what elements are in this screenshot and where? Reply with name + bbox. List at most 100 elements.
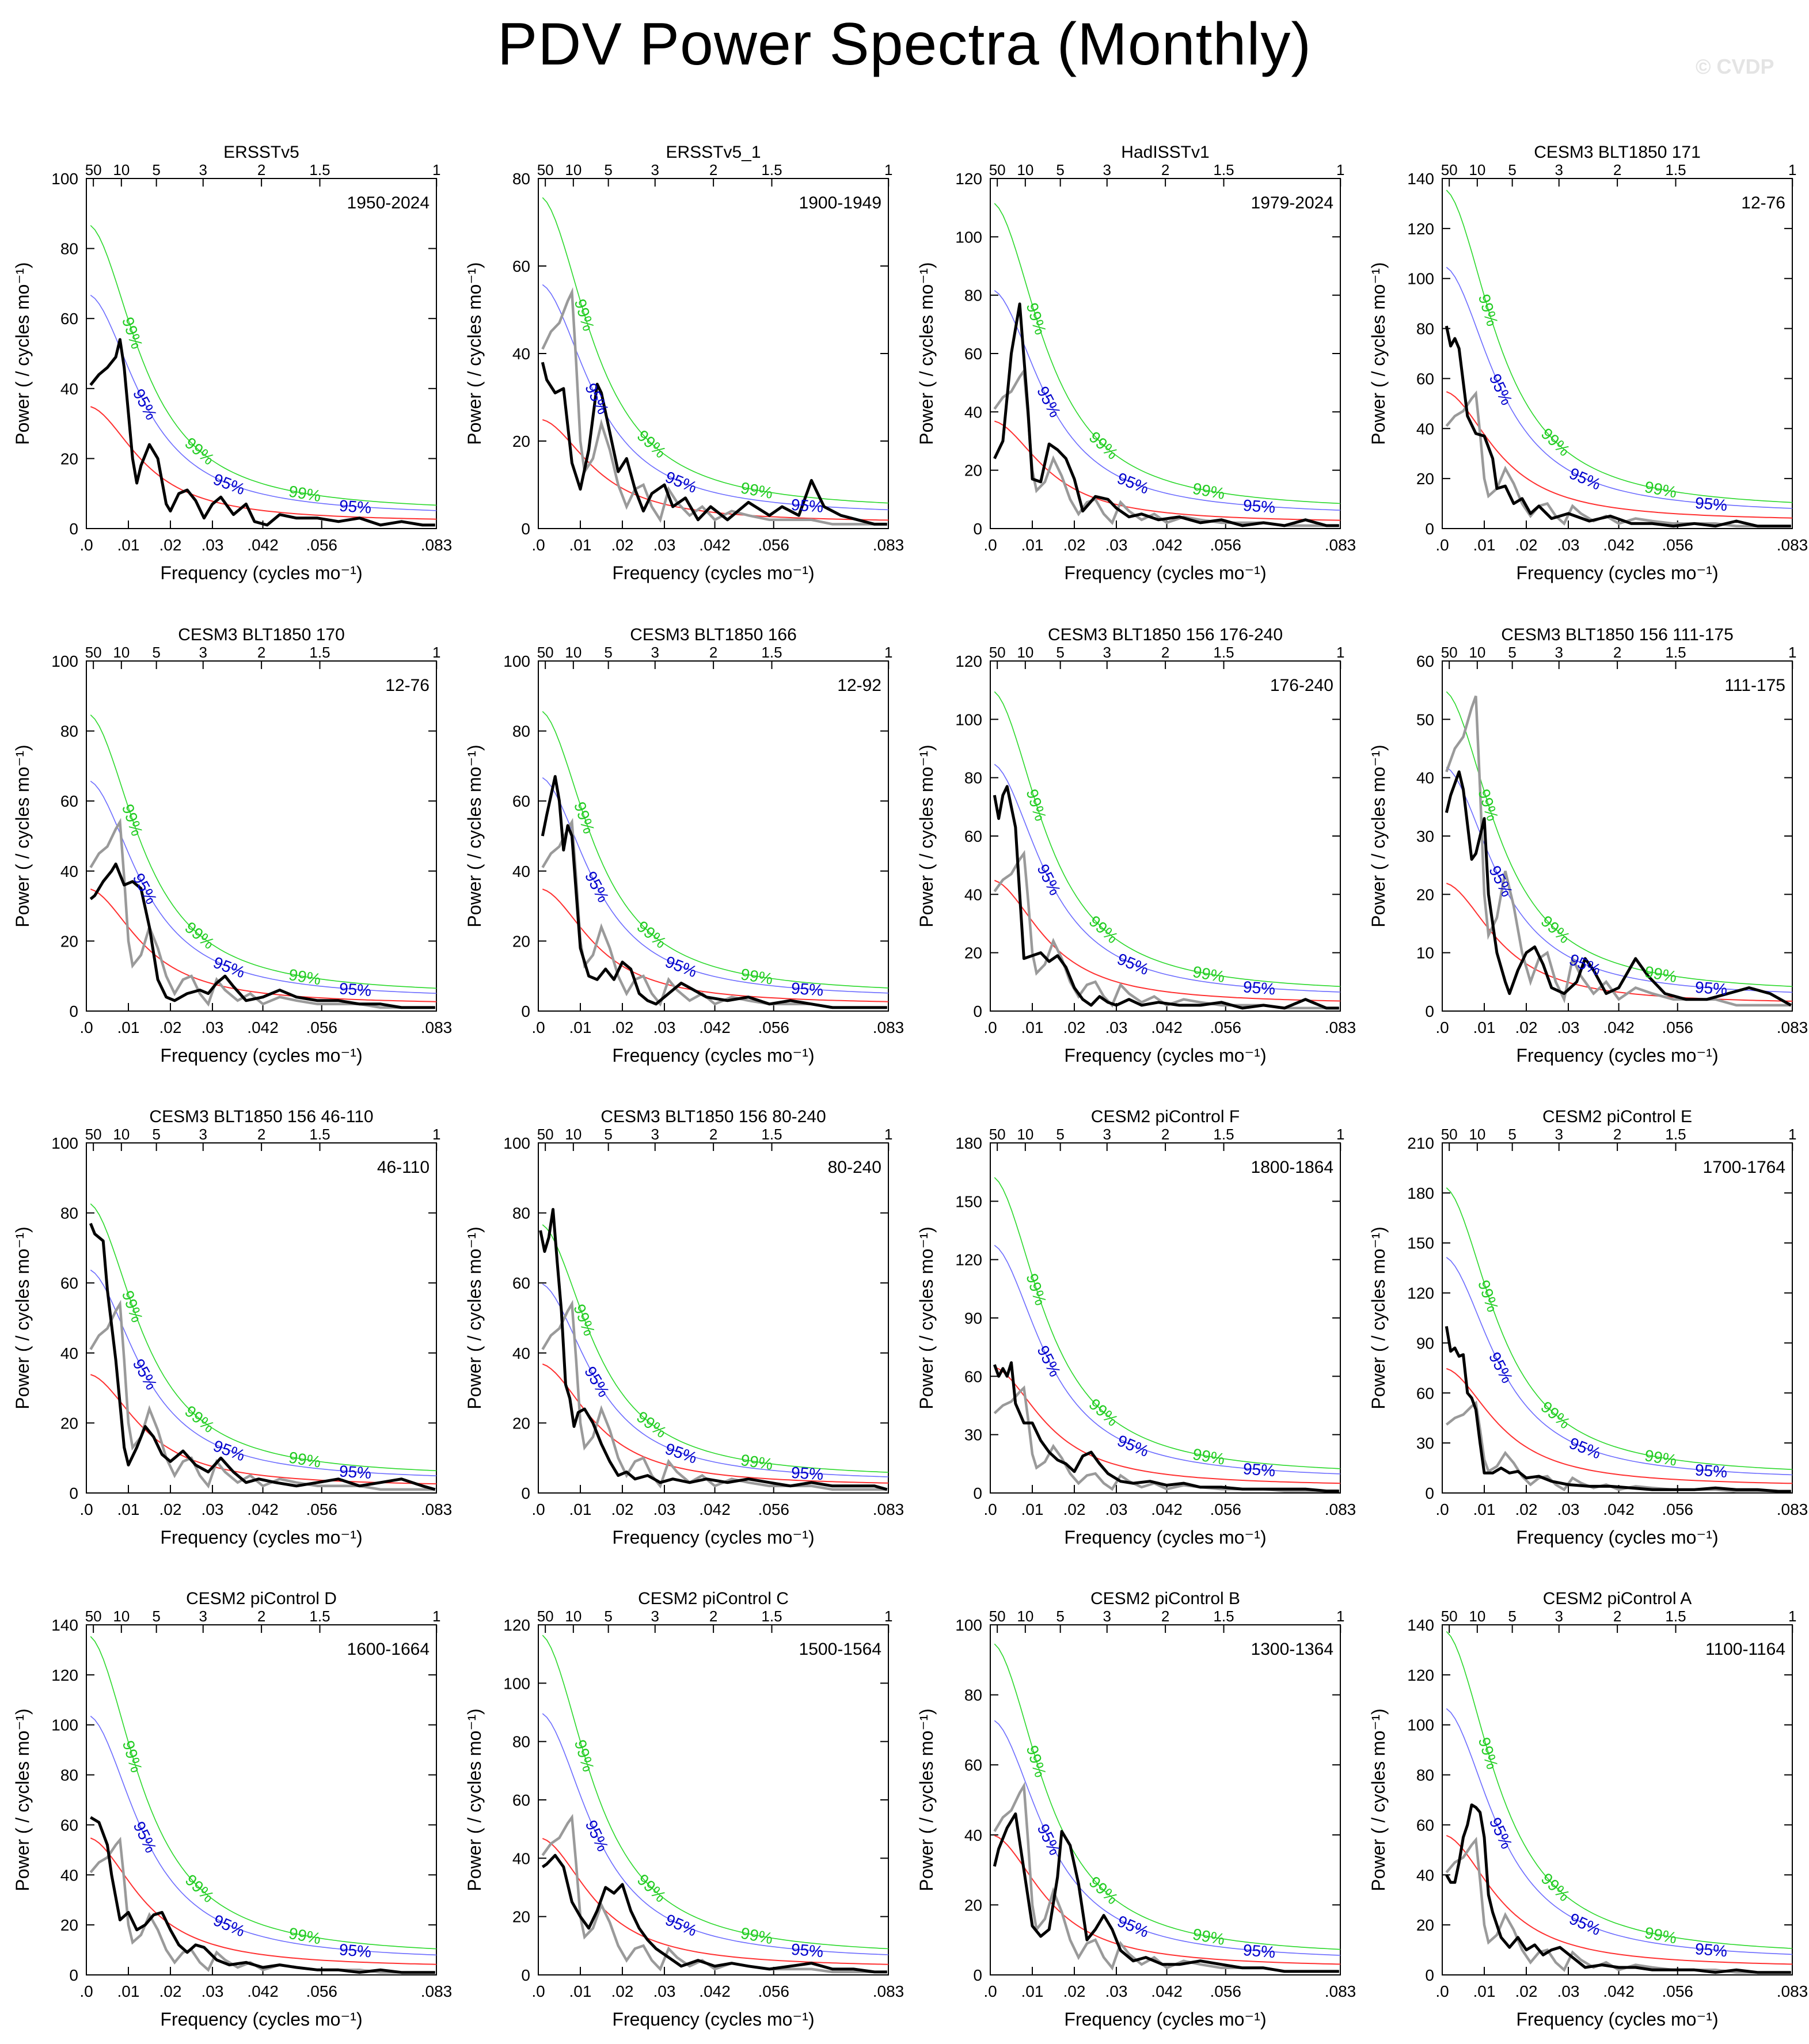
ci99-curve bbox=[994, 203, 1340, 504]
y-tick-label: 0 bbox=[69, 1002, 78, 1020]
y-tick-label: 40 bbox=[964, 886, 982, 903]
x-axis-label: Frequency (cycles mo⁻¹) bbox=[1064, 1527, 1266, 1548]
ci95-curve bbox=[994, 290, 1340, 511]
period-tick-label: 50 bbox=[1441, 644, 1458, 661]
x-tick-label: .042 bbox=[247, 1982, 279, 2000]
ci95-label: 95% bbox=[211, 470, 247, 498]
period-tick-label: 50 bbox=[85, 1608, 102, 1625]
spectrum-line bbox=[1445, 770, 1792, 1007]
y-tick-label: 20 bbox=[964, 944, 982, 962]
ci99-label: 99% bbox=[1475, 292, 1502, 328]
ci95-label: 95% bbox=[1033, 1343, 1064, 1380]
period-tick-label: 50 bbox=[989, 644, 1006, 661]
ci99-label: 99% bbox=[119, 315, 146, 351]
y-axis-label: Power ( / cycles mo⁻¹) bbox=[1368, 262, 1389, 444]
y-tick-label: 0 bbox=[1425, 520, 1434, 538]
y-tick-label: 40 bbox=[512, 1344, 530, 1362]
x-tick-label: .01 bbox=[569, 1500, 592, 1518]
x-tick-label: .0 bbox=[79, 536, 93, 554]
x-tick-label: .01 bbox=[1473, 1500, 1496, 1518]
period-tick-label: 1 bbox=[884, 1608, 892, 1625]
ci99-label: 99% bbox=[1643, 963, 1678, 986]
red-noise-curve bbox=[994, 420, 1340, 521]
period-tick-label: 50 bbox=[1441, 161, 1458, 178]
period-tick-label: 5 bbox=[1508, 1608, 1516, 1625]
x-tick-label: .042 bbox=[1151, 1500, 1183, 1518]
period-tick-label: 5 bbox=[604, 644, 612, 661]
period-tick-label: 2 bbox=[709, 1608, 717, 1625]
red-noise-curve bbox=[1446, 391, 1792, 519]
x-axis-label: Frequency (cycles mo⁻¹) bbox=[1516, 2009, 1718, 2030]
x-tick-label: .02 bbox=[1515, 536, 1538, 554]
x-tick-label: .01 bbox=[117, 1500, 140, 1518]
period-tick-label: 10 bbox=[113, 1608, 130, 1625]
ci99-label: 99% bbox=[181, 434, 218, 469]
y-tick-label: 40 bbox=[512, 345, 530, 363]
ci95-label: 95% bbox=[1567, 951, 1603, 979]
panel-title: CESM2 piControl B bbox=[1090, 1589, 1240, 1608]
y-tick-label: 60 bbox=[964, 1756, 982, 1774]
spectrum-panel: CESM2 piControl F1800-186403060901201501… bbox=[916, 1107, 1356, 1548]
period-tick-label: 10 bbox=[565, 1126, 582, 1143]
ci95-curve bbox=[90, 780, 436, 994]
y-tick-label: 60 bbox=[1416, 1384, 1434, 1402]
ci95-label: 95% bbox=[339, 1940, 372, 1961]
x-tick-label: .083 bbox=[1777, 1500, 1808, 1518]
y-tick-label: 140 bbox=[51, 1616, 78, 1634]
period-tick-label: 3 bbox=[1555, 161, 1563, 178]
spectrum-panel: CESM2 piControl C1500-156402040608010012… bbox=[464, 1589, 904, 2030]
period-tick-label: 5 bbox=[152, 161, 160, 178]
period-tick-label: 1.5 bbox=[309, 1126, 330, 1143]
x-tick-label: .042 bbox=[1151, 1019, 1183, 1036]
y-tick-label: 100 bbox=[503, 652, 530, 670]
x-tick-label: .03 bbox=[653, 1982, 675, 2000]
ci99-label: 99% bbox=[1475, 1735, 1502, 1772]
ci95-curve bbox=[542, 1713, 888, 1955]
x-axis-label: Frequency (cycles mo⁻¹) bbox=[160, 563, 362, 583]
period-label: 1900-1949 bbox=[799, 193, 881, 212]
ci95-curve bbox=[90, 294, 436, 511]
x-tick-label: .0 bbox=[531, 1019, 545, 1036]
period-tick-label: 1 bbox=[1788, 161, 1796, 178]
x-tick-label: .042 bbox=[247, 1500, 279, 1518]
y-tick-label: 80 bbox=[60, 1766, 78, 1784]
x-axis-label: Frequency (cycles mo⁻¹) bbox=[1064, 1045, 1266, 1066]
ci95-label: 95% bbox=[1115, 1912, 1151, 1941]
y-tick-label: 40 bbox=[964, 403, 982, 421]
y-tick-label: 20 bbox=[1416, 470, 1434, 488]
y-tick-label: 0 bbox=[521, 520, 530, 538]
reference-spectrum-line bbox=[993, 850, 1339, 1010]
x-tick-label: .0 bbox=[1435, 536, 1449, 554]
period-tick-label: 50 bbox=[989, 1126, 1006, 1143]
period-tick-label: 3 bbox=[1103, 1608, 1111, 1625]
x-tick-label: .083 bbox=[421, 536, 453, 554]
panel-lines bbox=[539, 1208, 888, 1491]
period-tick-label: 2 bbox=[709, 644, 717, 661]
y-tick-label: 20 bbox=[512, 1908, 530, 1926]
period-tick-label: 3 bbox=[1555, 644, 1563, 661]
period-tick-label: 5 bbox=[1508, 161, 1516, 178]
y-tick-label: 20 bbox=[60, 1916, 78, 1934]
x-tick-label: .02 bbox=[611, 1019, 634, 1036]
x-tick-label: .02 bbox=[1515, 1500, 1538, 1518]
ci95-curve bbox=[1446, 267, 1792, 509]
y-tick-label: 60 bbox=[1416, 370, 1434, 387]
ci99-curve bbox=[90, 1203, 436, 1472]
spectrum-panel: CESM3 BLT1850 166 12-92 0 20 40 60 80 100 .0 .01.… bbox=[464, 625, 904, 1066]
panel-title: CESM3 BLT1850 166 bbox=[630, 625, 797, 644]
x-tick-label: .01 bbox=[569, 536, 592, 554]
x-tick-label: .042 bbox=[247, 536, 279, 554]
panel-title: ERSSTv5 bbox=[223, 143, 299, 162]
x-tick-label: .042 bbox=[699, 1019, 731, 1036]
ci99-curve bbox=[994, 1177, 1340, 1469]
y-axis-label: Power ( / cycles mo⁻¹) bbox=[12, 744, 33, 927]
ci95-label: 95% bbox=[581, 1363, 613, 1400]
period-tick-label: 5 bbox=[152, 644, 160, 661]
x-tick-label: .02 bbox=[159, 1500, 182, 1518]
y-tick-label: 10 bbox=[1416, 944, 1434, 962]
panel-lines bbox=[993, 1643, 1340, 1973]
ci95-curve bbox=[994, 763, 1340, 993]
x-tick-label: .083 bbox=[1777, 536, 1808, 554]
y-axis-label: Power ( / cycles mo⁻¹) bbox=[1368, 1708, 1389, 1891]
y-tick-label: 180 bbox=[955, 1134, 982, 1152]
